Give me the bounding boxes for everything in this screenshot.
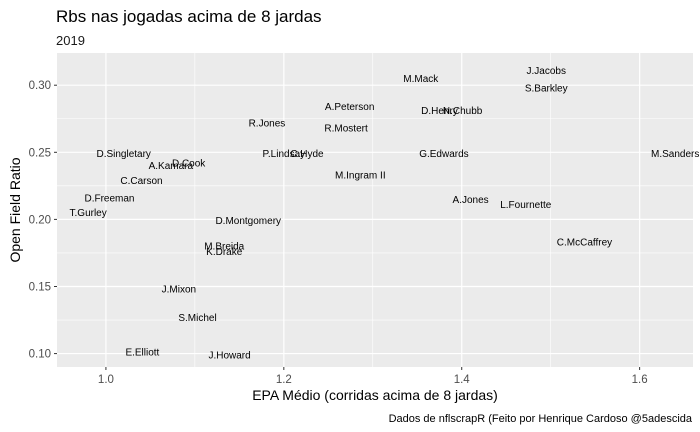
point-label: C.McCaffrey bbox=[557, 238, 612, 249]
plot-panel bbox=[57, 53, 693, 367]
y-axis-title: Open Field Ratio bbox=[7, 157, 23, 262]
x-axis-title: EPA Médio (corridas acima de 8 jardas) bbox=[252, 387, 498, 403]
point-label: D.Freeman bbox=[84, 193, 134, 204]
point-label: A.Kamara bbox=[149, 161, 194, 172]
point-label: A.Jones bbox=[453, 195, 489, 206]
point-label: M.Breida bbox=[204, 242, 244, 253]
y-tick-label: 0.30 bbox=[29, 80, 51, 92]
x-tick-label: 1.4 bbox=[454, 374, 471, 386]
point-label: M.Ingram II bbox=[335, 171, 386, 182]
x-axis: 1.0 1.2 1.4 1.6 bbox=[98, 367, 648, 386]
point-label: D.Henry bbox=[421, 106, 458, 117]
point-label: M.Mack bbox=[403, 74, 439, 85]
x-tick-label: 1.6 bbox=[632, 374, 648, 386]
point-label: R.Jones bbox=[249, 118, 286, 129]
point-label: D.Singletary bbox=[96, 149, 150, 160]
point-label: N.Chubb bbox=[443, 106, 483, 117]
point-label: C.Carson bbox=[120, 176, 162, 187]
point-label: M.Sanders bbox=[651, 149, 699, 160]
y-tick-label: 0.10 bbox=[29, 349, 51, 361]
point-label: D.Cook bbox=[172, 159, 206, 170]
point-label: S.Michel bbox=[178, 313, 216, 324]
data-labels: J.Jacobs M.Mack S.Barkley A.Peterson D.Henry… bbox=[70, 66, 700, 361]
point-label: C.Hyde bbox=[290, 149, 324, 160]
y-tick-label: 0.20 bbox=[29, 214, 51, 226]
point-label: T.Gurley bbox=[70, 208, 107, 219]
point-label: S.Barkley bbox=[525, 83, 568, 94]
point-label: J.Jacobs bbox=[526, 66, 565, 77]
chart-title: Rbs nas jogadas acima de 8 jardas bbox=[56, 7, 322, 26]
point-label: J.Howard bbox=[208, 350, 250, 361]
chart-caption: Dados de nflscrapR (Feito por Henrique C… bbox=[389, 413, 693, 425]
point-label: D.Montgomery bbox=[215, 216, 281, 227]
y-tick-label: 0.15 bbox=[29, 281, 51, 293]
chart-subtitle: 2019 bbox=[56, 33, 85, 48]
point-label: J.Mixon bbox=[162, 285, 196, 296]
x-tick-label: 1.2 bbox=[276, 374, 292, 386]
y-tick-label: 0.25 bbox=[29, 147, 51, 159]
point-label: K.Drake bbox=[206, 247, 243, 258]
point-label: G.Edwards bbox=[419, 149, 468, 160]
point-label: A.Peterson bbox=[325, 102, 374, 113]
x-tick-label: 1.0 bbox=[98, 374, 114, 386]
point-label: L.Fournette bbox=[500, 200, 552, 211]
grid-lines bbox=[57, 53, 693, 367]
point-label: R.Mostert bbox=[324, 124, 368, 135]
point-label: E.Elliott bbox=[125, 348, 159, 359]
y-axis: 0.10 0.15 0.20 0.25 0.30 bbox=[29, 80, 57, 361]
point-label: P.Lindsay bbox=[263, 149, 306, 160]
